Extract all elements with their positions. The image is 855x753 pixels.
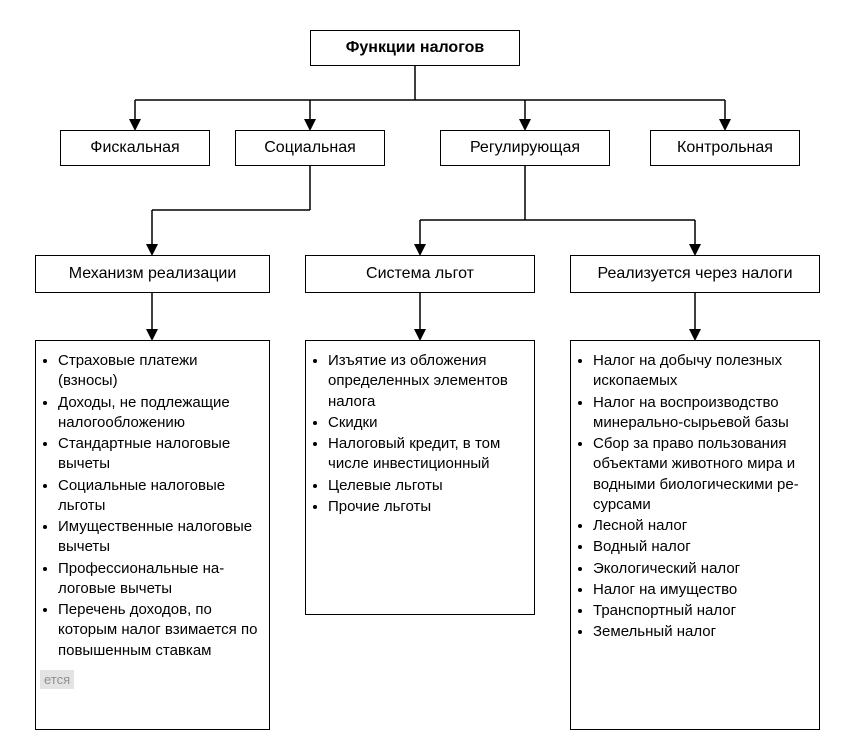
list-benefits-items: Изъятие из обложения определенных элемен… [310, 351, 526, 517]
watermark-text: ется [40, 670, 74, 689]
root-node: Функции налогов [310, 30, 520, 66]
list-item: Социальные налоговые льготы [58, 476, 261, 517]
root-label: Функции налогов [346, 39, 485, 57]
list-item: Профессиональные на­логовые вычеты [58, 559, 261, 600]
list-item: Налог на добычу полез­ных ископаемых [593, 351, 811, 392]
node-social-label: Социальная [264, 139, 356, 157]
node-fiscal: Фискальная [60, 130, 210, 166]
node-control: Контрольная [650, 130, 800, 166]
node-taxes-label: Реализуется через налоги [597, 265, 792, 283]
list-taxes-items: Налог на добычу полез­ных ископаемыхНало… [575, 351, 811, 643]
list-item: Страховые платежи (взносы) [58, 351, 261, 392]
node-taxes: Реализуется через налоги [570, 255, 820, 293]
node-mechanism-label: Механизм реализации [69, 265, 237, 283]
list-item: Экологический налог [593, 559, 811, 579]
node-regulatory-label: Регулирующая [470, 139, 580, 157]
list-item: Целевые льготы [328, 476, 526, 496]
watermark-label: ется [44, 672, 70, 687]
list-item: Имущественные нало­говые вычеты [58, 517, 261, 558]
node-fiscal-label: Фискальная [90, 139, 179, 157]
node-mechanism: Механизм реализации [35, 255, 270, 293]
list-item: Водный налог [593, 537, 811, 557]
list-item: Транспортный налог [593, 601, 811, 621]
list-item: Изъятие из обложения определенных элемен… [328, 351, 526, 412]
node-regulatory: Регулирующая [440, 130, 610, 166]
list-item: Земельный налог [593, 622, 811, 642]
list-benefits: Изъятие из обложения определенных элемен… [305, 340, 535, 615]
list-item: Налоговый кредит, в том числе инвестици­… [328, 434, 526, 475]
list-item: Стандартные налого­вые вычеты [58, 434, 261, 475]
list-mechanism-items: Страховые платежи (взносы)Доходы, не под… [40, 351, 261, 661]
list-item: Налог на имущество [593, 580, 811, 600]
list-item: Перечень доходов, по которым налог взима… [58, 600, 261, 661]
list-item: Скидки [328, 413, 526, 433]
list-item: Доходы, не подлежащие налогообложению [58, 393, 261, 434]
list-item: Налог на воспроиз­водство минерально-сыр… [593, 393, 811, 434]
node-control-label: Контрольная [677, 139, 773, 157]
list-taxes: Налог на добычу полез­ных ископаемыхНало… [570, 340, 820, 730]
node-social: Социальная [235, 130, 385, 166]
node-benefits-label: Система льгот [366, 265, 474, 283]
tax-functions-diagram: Функции налогов Фискальная Социальная Ре… [20, 20, 835, 733]
list-item: Прочие льготы [328, 497, 526, 517]
node-benefits: Система льгот [305, 255, 535, 293]
list-item: Сбор за право пользо­вания объектами жи­… [593, 434, 811, 515]
list-item: Лесной налог [593, 516, 811, 536]
